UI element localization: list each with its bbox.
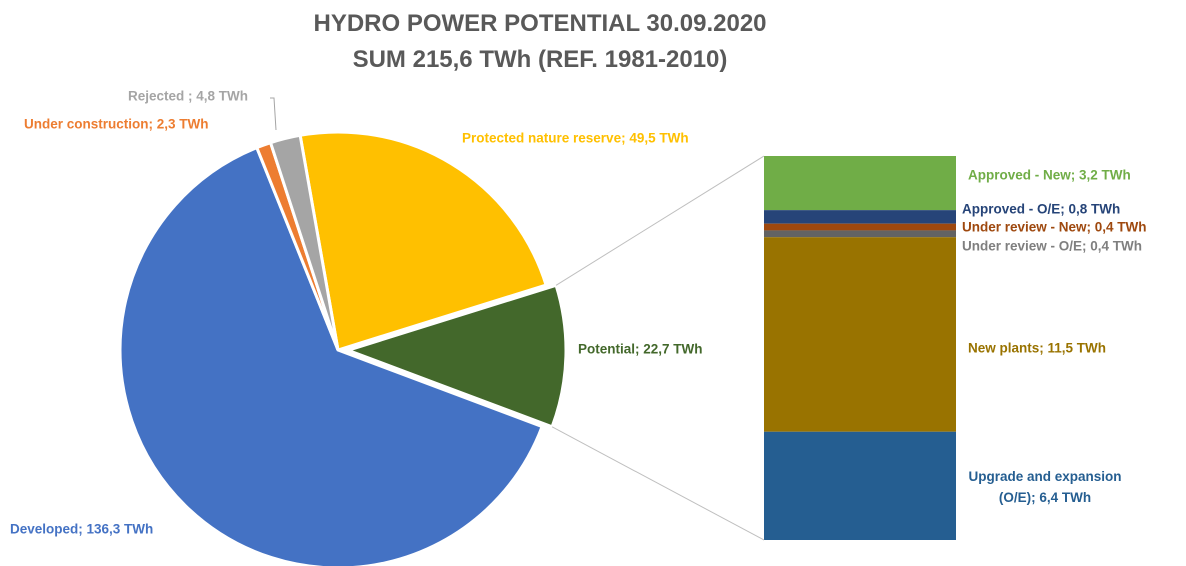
data-label: Upgrade and expansion (O/E); 6,4 TWh: [968, 469, 1122, 505]
data-label: Protected nature reserve; 49,5 TWh: [462, 130, 689, 146]
connector-line: [551, 426, 765, 541]
chart-subtitle: SUM 215,6 TWh (REF. 1981-2010): [352, 46, 728, 73]
data-label: Under review - New; 0,4 TWh: [962, 219, 1147, 235]
bar-segment: [764, 210, 956, 224]
data-label: Approved - New; 3,2 TWh: [968, 167, 1131, 183]
connector-line: [555, 155, 765, 286]
pie-slice: [343, 283, 568, 429]
bar-segment: [764, 156, 956, 211]
pie-slice: [298, 130, 548, 352]
data-label: Under review - O/E; 0,4 TWh: [962, 238, 1143, 254]
bar-segment: [764, 223, 956, 231]
data-label: Potential; 22,7 TWh: [578, 341, 703, 357]
bar-segment: [764, 230, 956, 238]
data-label: New plants; 11,5 TWh: [968, 340, 1107, 356]
data-label: Under construction; 2,3 TWh: [24, 116, 209, 132]
data-label: Developed; 136,3 TWh: [10, 521, 154, 537]
pie-slice: [268, 133, 340, 351]
data-label: Approved - O/E; 0,8 TWh: [962, 201, 1121, 217]
chart-title: HYDRO POWER POTENTIAL 30.09.2020: [313, 10, 767, 37]
bar-segment: [764, 237, 956, 432]
bar-segment: [764, 431, 956, 540]
leader-line: [270, 97, 277, 131]
pie-slice: [118, 145, 545, 566]
data-label: Rejected ; 4,8 TWh: [128, 88, 249, 104]
